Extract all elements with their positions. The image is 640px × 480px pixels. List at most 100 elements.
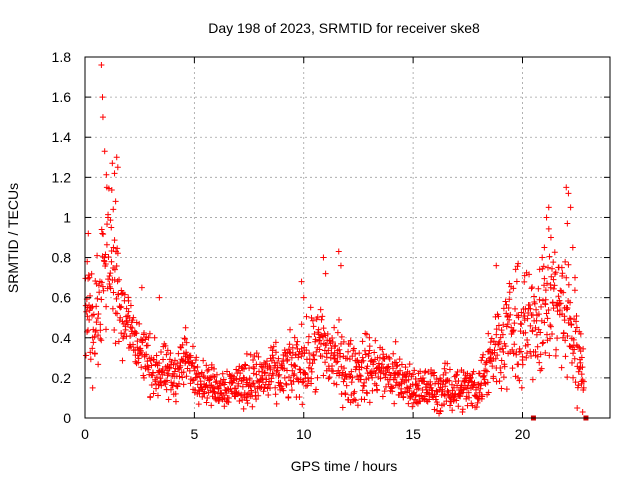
data-point [398,380,405,387]
data-point [189,377,196,384]
data-point [537,351,544,358]
data-point [309,317,316,324]
data-point [415,385,422,392]
data-point [150,390,157,397]
data-point [260,388,267,395]
data-point [505,304,512,311]
data-point [320,325,327,332]
data-point [105,253,112,260]
data-point [337,262,344,269]
data-point [398,385,405,392]
data-point [550,276,557,283]
data-point [270,343,277,350]
data-point [409,403,416,410]
data-point [576,344,583,351]
data-point [176,373,183,380]
data-point [467,374,474,381]
data-point [257,385,264,392]
data-point [232,385,239,392]
data-point [299,379,306,386]
x-tick-label: 0 [81,426,89,442]
data-point [360,382,367,389]
data-point [213,371,220,378]
data-point [250,380,257,387]
data-point [195,401,202,408]
data-point [283,381,290,388]
data-point [298,345,305,352]
data-point [543,214,550,221]
data-point [94,315,101,322]
data-point [348,368,355,375]
data-point [253,396,260,403]
data-point [545,307,552,314]
data-point [316,337,323,344]
data-point [118,330,125,337]
data-point [248,387,255,394]
data-point [250,370,257,377]
data-point [340,378,347,385]
data-point [334,329,341,336]
data-point [276,371,283,378]
data-point [272,391,279,398]
data-point [171,368,178,375]
data-point [426,396,433,403]
data-point [111,266,118,273]
data-point [526,301,533,308]
data-point [349,374,356,381]
data-point [533,317,540,324]
ticks-layer: 0 5 10 15 20 0 0.2 0.4 0.6 0.8 1 1.2 1.4 1.6 1.8 [52,49,610,442]
data-point [510,350,517,357]
data-point [219,370,226,377]
y-tick-label: 0.2 [52,370,72,386]
data-point [355,359,362,366]
data-point [130,341,137,348]
data-point [574,404,581,411]
y-tick-label: 0.6 [52,290,72,306]
data-point [194,374,201,381]
data-point [413,381,420,388]
data-point [444,360,451,367]
data-point [563,184,570,191]
y-tick-label: 1 [63,209,71,225]
x-tick-label: 5 [190,426,198,442]
data-point [134,338,141,345]
data-point [544,280,551,287]
data-point [392,338,399,345]
data-point [450,384,457,391]
data-point [546,352,553,359]
data-point [427,381,434,388]
data-point [369,374,376,381]
data-point [540,263,547,270]
data-point [125,308,132,315]
data-point [529,328,536,335]
data-point [566,343,573,350]
data-point [255,392,262,399]
data-point [519,361,526,368]
data-point [526,271,533,278]
data-point [172,390,179,397]
data-point [509,346,516,353]
data-point [298,353,305,360]
data-point [409,371,416,378]
data-point [243,350,250,357]
data-point [398,390,405,397]
data-point [249,381,256,388]
data-point [141,329,148,336]
data-point [108,258,115,265]
plot-frame [84,56,611,419]
data-point [454,368,461,375]
data-point [341,365,348,372]
data-point [513,278,520,285]
data-point [87,349,94,356]
data-point [296,366,303,373]
data-point [290,378,297,385]
data-point [337,350,344,357]
data-point [172,398,179,405]
data-point [187,352,194,359]
data-point [85,230,92,237]
data-point [371,349,378,356]
data-point [579,364,586,371]
data-point [90,311,97,318]
data-point [189,360,196,367]
data-point [182,324,189,331]
